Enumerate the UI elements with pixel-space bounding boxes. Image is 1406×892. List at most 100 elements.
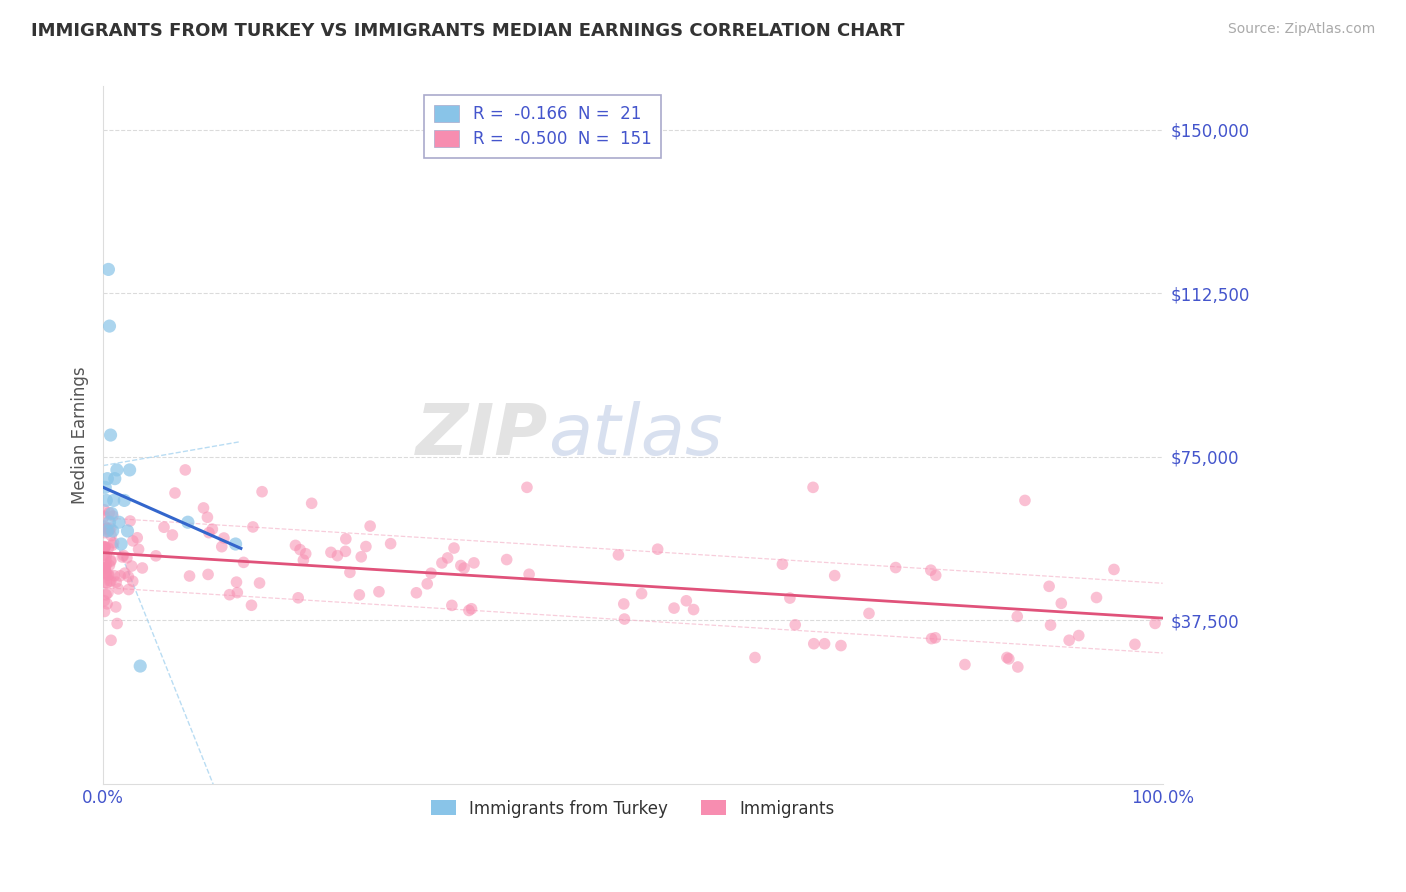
Point [93, 509, 115, 524]
Y-axis label: Median Earnings: Median Earnings [72, 367, 89, 504]
Point [114, 566, 136, 581]
Point [682, 602, 704, 616]
Point [211, 540, 233, 554]
Point [998, 652, 1021, 666]
Point [517, 567, 540, 582]
Point [380, 536, 402, 550]
Point [117, 582, 139, 597]
Text: Source: ZipAtlas.com: Source: ZipAtlas.com [1227, 22, 1375, 37]
Point [98, 515, 121, 529]
Point [162, 528, 184, 542]
Point [458, 603, 481, 617]
Point [97, 568, 120, 582]
Point [100, 633, 122, 648]
Point [801, 480, 824, 494]
Point [96, 597, 118, 611]
Point [212, 531, 235, 545]
Point [101, 538, 124, 552]
Point [460, 601, 482, 615]
Point [830, 639, 852, 653]
Point [179, 569, 201, 583]
Point [198, 525, 221, 540]
Point [430, 556, 453, 570]
Point [97, 586, 120, 600]
Point [94, 561, 117, 575]
Point [94, 541, 117, 555]
Point [416, 577, 439, 591]
Point [121, 574, 143, 589]
Point [93, 548, 115, 562]
Point [785, 617, 807, 632]
Point [607, 548, 630, 562]
Point [112, 549, 135, 563]
Point [1057, 633, 1080, 648]
Point [100, 521, 122, 535]
Point [292, 553, 315, 567]
Point [1038, 579, 1060, 593]
Point [118, 463, 141, 477]
Point [177, 515, 200, 529]
Point [131, 561, 153, 575]
Point [93, 575, 115, 590]
Point [1123, 637, 1146, 651]
Point [495, 552, 517, 566]
Point [107, 582, 129, 596]
Text: atlas: atlas [548, 401, 723, 469]
Point [368, 584, 391, 599]
Point [93, 523, 115, 537]
Point [779, 591, 801, 605]
Point [1007, 660, 1029, 674]
Point [675, 594, 697, 608]
Point [1050, 596, 1073, 610]
Point [93, 540, 115, 554]
Point [96, 549, 118, 563]
Point [359, 519, 381, 533]
Point [335, 532, 357, 546]
Point [111, 549, 134, 564]
Point [105, 575, 128, 590]
Point [1067, 628, 1090, 642]
Point [443, 541, 465, 555]
Point [94, 521, 117, 535]
Point [301, 496, 323, 510]
Point [96, 566, 118, 580]
Point [117, 524, 139, 538]
Point [127, 531, 149, 545]
Point [121, 559, 143, 574]
Point [613, 612, 636, 626]
Point [97, 541, 120, 556]
Point [94, 560, 117, 574]
Point [1144, 616, 1167, 631]
Point [225, 575, 247, 590]
Point [250, 484, 273, 499]
Point [440, 599, 463, 613]
Point [94, 480, 117, 494]
Point [145, 549, 167, 563]
Point [93, 525, 115, 540]
Point [100, 574, 122, 588]
Point [101, 524, 124, 538]
Point [858, 607, 880, 621]
Point [104, 472, 127, 486]
Point [1085, 591, 1108, 605]
Point [924, 631, 946, 645]
Point [335, 544, 357, 558]
Point [98, 558, 121, 573]
Point [824, 568, 846, 582]
Point [744, 650, 766, 665]
Point [100, 528, 122, 542]
Point [96, 524, 118, 538]
Point [232, 555, 254, 569]
Point [287, 591, 309, 605]
Point [242, 520, 264, 534]
Point [463, 556, 485, 570]
Point [100, 553, 122, 567]
Point [813, 637, 835, 651]
Point [97, 262, 120, 277]
Point [98, 506, 121, 520]
Point [112, 493, 135, 508]
Point [339, 566, 361, 580]
Point [326, 549, 349, 563]
Point [96, 558, 118, 572]
Point [97, 567, 120, 582]
